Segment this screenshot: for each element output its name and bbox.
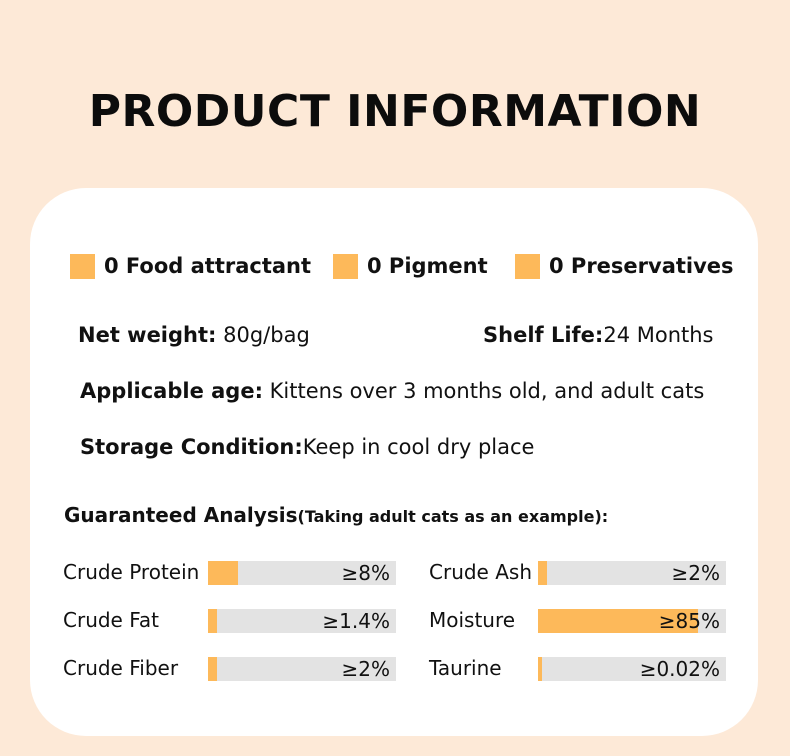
tag-preservatives: 0 Preservatives — [515, 253, 734, 279]
nutrient-value: ≥2% — [671, 561, 721, 585]
nutrient-bar: ≥2% — [538, 561, 726, 585]
nutrient-bar: ≥8% — [208, 561, 396, 585]
applicable-age: Applicable age: Kittens over 3 months ol… — [80, 379, 704, 403]
nutrient-row: Crude Fat ≥1.4% — [63, 608, 396, 633]
nutrient-bar-fill — [538, 657, 542, 681]
storage-value: Keep in cool dry place — [302, 435, 535, 459]
shelf-life-value: 24 Months — [603, 323, 714, 347]
nutrient-bar: ≥1.4% — [208, 609, 396, 633]
net-weight-label: Net weight: — [78, 323, 217, 347]
tag-square-icon — [70, 253, 95, 279]
nutrient-value: ≥0.02% — [639, 657, 720, 681]
nutrient-row: Moisture ≥85% — [429, 608, 726, 633]
nutrient-bar-fill — [208, 561, 238, 585]
storage-condition: Storage Condition:Keep in cool dry place — [80, 435, 534, 459]
nutrient-name: Crude Protein — [63, 560, 200, 584]
nutrient-value: ≥1.4% — [322, 609, 390, 633]
tag-label: 0 Food attractant — [104, 254, 312, 278]
nutrient-bar: ≥0.02% — [538, 657, 726, 681]
age-label: Applicable age: — [80, 379, 263, 403]
tag-food-attractant: 0 Food attractant — [70, 253, 311, 279]
nutrient-row: Taurine ≥0.02% — [429, 656, 726, 681]
nutrient-bar: ≥85% — [538, 609, 726, 633]
shelf-life: Shelf Life:24 Months — [483, 323, 714, 347]
analysis-subtitle: (Taking adult cats as an example): — [297, 507, 609, 526]
nutrient-bar-fill — [538, 609, 698, 633]
info-card — [30, 188, 758, 736]
nutrient-name: Crude Ash — [429, 560, 532, 584]
net-weight-value: 80g/bag — [216, 323, 310, 347]
analysis-title: Guaranteed Analysis — [64, 503, 298, 527]
nutrient-name: Moisture — [429, 608, 516, 632]
nutrient-value: ≥2% — [341, 657, 391, 681]
tag-square-icon — [515, 253, 540, 279]
nutrient-name: Crude Fat — [63, 608, 159, 632]
nutrient-row: Crude Fiber ≥2% — [63, 656, 396, 681]
tag-label: 0 Pigment — [367, 254, 488, 278]
tag-label: 0 Preservatives — [549, 254, 734, 278]
net-weight: Net weight: 80g/bag — [78, 323, 310, 347]
tag-pigment: 0 Pigment — [333, 253, 488, 279]
nutrient-row: Crude Ash ≥2% — [429, 560, 726, 585]
shelf-life-label: Shelf Life: — [483, 323, 604, 347]
nutrient-row: Crude Protein ≥8% — [63, 560, 396, 585]
nutrient-name: Crude Fiber — [63, 656, 179, 680]
nutrient-value: ≥8% — [341, 561, 391, 585]
nutrient-bar: ≥2% — [208, 657, 396, 681]
guaranteed-analysis-heading: Guaranteed Analysis(Taking adult cats as… — [64, 503, 608, 527]
nutrient-bar-fill — [208, 609, 217, 633]
tag-square-icon — [333, 253, 358, 279]
storage-label: Storage Condition: — [80, 435, 303, 459]
nutrient-value: ≥85% — [658, 609, 720, 633]
nutrient-bar-fill — [208, 657, 217, 681]
nutrient-bar-fill — [538, 561, 547, 585]
page-title: PRODUCT INFORMATION — [88, 86, 702, 137]
nutrient-name: Taurine — [429, 656, 502, 680]
age-value: Kittens over 3 months old, and adult cat… — [262, 379, 705, 403]
